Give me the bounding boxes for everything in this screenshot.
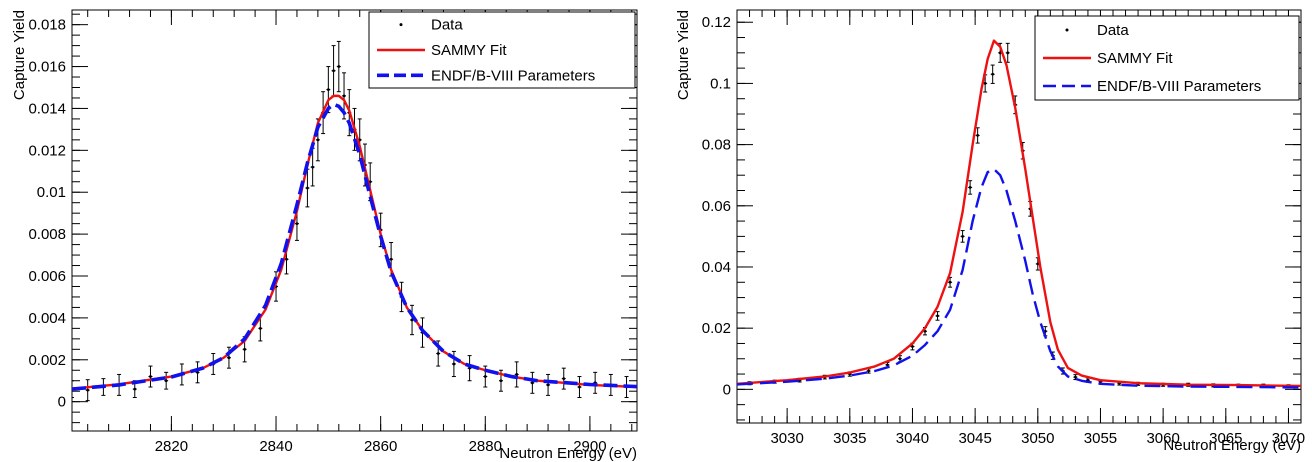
- data-point: [936, 314, 939, 318]
- data-point: [991, 72, 995, 76]
- data-point: [149, 375, 152, 378]
- data-point: [311, 165, 315, 169]
- sammy-fit-line: [737, 39, 1301, 388]
- data-point: [316, 138, 320, 142]
- data-point: [1006, 51, 1010, 55]
- y-tick-label: 0.004: [28, 310, 66, 327]
- data-point: [578, 385, 581, 389]
- y-tick-label: 0.08: [702, 137, 731, 154]
- y-tick-label: 0.1: [710, 75, 731, 92]
- data-point: [337, 65, 341, 68]
- endf-parameters-line: [737, 167, 1301, 389]
- legend-entry-label: SAMMY Fit: [431, 42, 507, 59]
- chart-panel-2: 3030 3035 3040 3045 3050 3055 3060 3065 3070 0 0.0…: [675, 9, 1305, 454]
- y-tick-label: 0: [723, 381, 731, 398]
- data-point: [389, 257, 393, 261]
- data-point: [243, 347, 247, 351]
- legend-entry-label: ENDF/B-VIII Parameters: [1097, 78, 1261, 95]
- data-point: [1036, 262, 1040, 266]
- x-tick-label: 2840: [259, 438, 292, 455]
- data-point: [86, 388, 90, 392]
- y-axis-title: Capture Yield: [11, 10, 28, 100]
- y-tick-label: 0.018: [28, 17, 66, 34]
- x-tick-label: 3065: [1209, 430, 1242, 447]
- data-point: [227, 356, 231, 360]
- y-tick-label: 0.01: [37, 184, 66, 201]
- y-tick-label: 0: [58, 394, 66, 411]
- y-tick-label: 0.016: [28, 59, 66, 76]
- legend-entry-label: ENDF/B-VIII Parameters: [431, 67, 595, 84]
- legend: Data SAMMY Fit ENDF/B-VIII Parameters: [368, 11, 636, 89]
- data-point: [133, 387, 137, 391]
- data-point: [976, 134, 980, 137]
- plot-frame: [71, 9, 638, 432]
- data-point: [968, 186, 972, 189]
- y-tick-label: 0.04: [702, 259, 731, 276]
- x-tick-label: 3035: [833, 430, 866, 447]
- x-tick-label: 3050: [1021, 430, 1054, 447]
- x-tick-label: 2900: [573, 438, 606, 455]
- data-point: [867, 369, 870, 373]
- data-point: [983, 82, 987, 85]
- data-point: [562, 377, 566, 381]
- x-tick-label: 2880: [469, 438, 502, 455]
- plot-area: [737, 39, 1301, 389]
- x-tick-label: 3030: [770, 430, 803, 447]
- chart-panel-1: 2820 2840 2860 2880 2900 0 0.002 0.004 0.006 0.00…: [11, 9, 638, 462]
- x-tick-label: 3060: [1146, 430, 1179, 447]
- data-point: [306, 186, 309, 190]
- legend: Data SAMMY Fit ENDF/B-VIII Parameters: [1034, 15, 1300, 101]
- data-point: [164, 379, 168, 383]
- y-tick-label: 0.002: [28, 352, 66, 369]
- data-point: [452, 362, 456, 366]
- data-point: [436, 352, 440, 355]
- legend-entry-label: Data: [1097, 22, 1129, 39]
- data-point: [546, 383, 550, 387]
- data-point: [258, 326, 262, 330]
- x-axis-title: Neutron Energy (eV): [499, 445, 637, 462]
- endf-parameters-line: [72, 102, 637, 391]
- plot-area: [72, 40, 637, 402]
- x-tick-label: 3070: [1272, 430, 1305, 447]
- x-tick-label: 2860: [364, 438, 397, 455]
- y-tick-label: 0.008: [28, 226, 66, 243]
- x-tick-label: 3055: [1084, 430, 1117, 447]
- y-axis-title: Capture Yield: [675, 10, 692, 100]
- y-tick-label: 0.02: [702, 320, 731, 337]
- data-point: [483, 375, 487, 378]
- x-tick-label: 2820: [155, 438, 188, 455]
- data-point: [948, 280, 952, 284]
- legend-entry-label: SAMMY Fit: [1097, 50, 1173, 67]
- x-tick-label: 3040: [896, 430, 929, 447]
- y-tick-label: 0.06: [702, 198, 731, 215]
- data-point: [886, 363, 889, 367]
- data-point: [1074, 375, 1077, 379]
- y-tick-label: 0.006: [28, 268, 66, 285]
- data-point: [530, 381, 534, 385]
- data-point: [285, 257, 288, 261]
- data-point: [326, 88, 330, 91]
- data-point: [898, 357, 902, 361]
- y-tick-label: 0.014: [28, 100, 66, 117]
- legend-entry-label: Data: [431, 17, 463, 34]
- legend-data-swatch: [1065, 28, 1069, 32]
- data-point: [515, 373, 519, 376]
- x-tick-label: 3045: [958, 430, 991, 447]
- plot-frame: [736, 9, 1302, 424]
- data-point: [295, 222, 299, 226]
- legend-data-swatch: [399, 23, 403, 27]
- y-tick-label: 0.012: [28, 142, 66, 159]
- data-point: [961, 234, 964, 238]
- data-point: [911, 345, 914, 348]
- data-point: [332, 69, 335, 73]
- data-point: [342, 94, 346, 98]
- data-point: [499, 379, 503, 383]
- y-tick-label: 0.12: [702, 14, 731, 31]
- x-axis-title: Neutron Energy (eV): [1163, 437, 1301, 454]
